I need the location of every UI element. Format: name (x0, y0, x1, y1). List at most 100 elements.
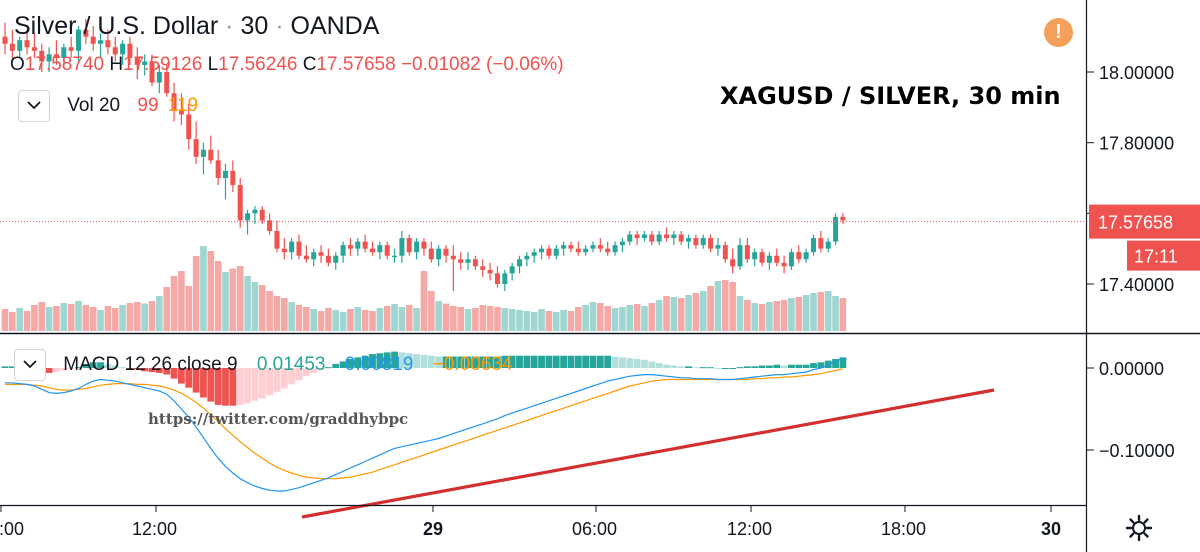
candle-body (517, 259, 522, 267)
macd-histogram-bar (82, 363, 90, 368)
candle-body (605, 248, 611, 253)
candle-body (744, 245, 750, 260)
candle-body (546, 248, 552, 256)
volume-bar (736, 296, 744, 331)
volume-legend: Vol 20 99 119 (14, 90, 198, 122)
chevron-down-icon (23, 360, 37, 369)
volume-bar (722, 280, 729, 331)
volume-bar (317, 311, 325, 331)
macd-histogram-bar (155, 368, 163, 373)
macd-histogram-bar (236, 368, 244, 405)
time-tick-label: 12:00 (132, 519, 177, 539)
macd-histogram-bar (611, 356, 619, 368)
candle-body (561, 245, 567, 249)
macd-histogram-bar (670, 365, 678, 368)
macd-histogram-bar (457, 356, 465, 368)
candle-body (781, 262, 787, 267)
candle-body (539, 248, 545, 253)
volume-bar (589, 302, 597, 331)
volume-bar (23, 311, 31, 331)
macd-collapse-button[interactable] (14, 349, 46, 381)
macd-histogram-bar (427, 355, 435, 368)
macd-histogram-bar (295, 368, 303, 381)
candle-body (590, 245, 596, 249)
candle-body (597, 245, 603, 249)
candle-body (164, 72, 170, 94)
candle-body (641, 234, 647, 239)
volume-bar (611, 308, 619, 331)
volume-bar (354, 307, 362, 331)
candle-body (811, 238, 816, 253)
volume-bar (486, 306, 494, 331)
macd-histogram-bar (530, 355, 538, 368)
macd-histogram-bar (545, 355, 553, 368)
volume-bar (677, 298, 685, 331)
candle-body (333, 255, 339, 263)
macd-histogram-bar (170, 368, 178, 379)
close-label: C (302, 54, 317, 75)
volume-bar (303, 307, 310, 331)
volume-bar (817, 292, 825, 331)
macd-histogram-bar (766, 365, 773, 368)
macd-histogram-bar (8, 366, 16, 368)
volume-bar (89, 307, 97, 331)
candle-body (443, 248, 449, 256)
macd-histogram-bar (383, 352, 391, 368)
volume-bar (655, 300, 663, 331)
volume-bar (347, 309, 354, 331)
candle-body (127, 43, 133, 58)
candle-body (752, 252, 758, 260)
volume-bar (508, 309, 516, 331)
volume-bar (156, 296, 163, 331)
candle-body (818, 238, 824, 249)
candle-body (237, 185, 243, 221)
candle-body (531, 252, 537, 256)
volume-bar (9, 312, 16, 331)
candle-body (428, 248, 434, 260)
candle-body (230, 170, 236, 186)
volume-bar (795, 297, 803, 331)
volume-bar (413, 308, 420, 331)
candle-body (494, 273, 500, 284)
candle-body (693, 238, 699, 246)
candle-body (656, 234, 662, 242)
volume-collapse-button[interactable] (18, 90, 50, 122)
macd-histogram-bar (479, 356, 487, 368)
macd-histogram-bar (795, 364, 803, 368)
price-pane (0, 19, 1085, 292)
volume-bar (692, 293, 700, 331)
macd-histogram-bar (648, 361, 656, 368)
countdown-label: 17:11 (1134, 247, 1178, 267)
macd-histogram-bar (126, 368, 134, 369)
macd-histogram-bar (302, 368, 310, 377)
candle-body (186, 114, 192, 140)
low-value: 17.56246 (218, 54, 298, 75)
candle-body (759, 252, 765, 263)
macd-histogram-bar (391, 351, 398, 368)
candle-body (730, 259, 736, 267)
candle-body (502, 273, 508, 284)
macd-histogram-bar (552, 355, 560, 368)
alert-icon[interactable]: ! (1044, 18, 1073, 47)
candle-body (120, 43, 126, 55)
candle-body (156, 72, 162, 83)
gear-icon[interactable] (1124, 513, 1154, 543)
candle-body (134, 57, 140, 65)
candle-body (583, 248, 589, 253)
candle-body (2, 36, 8, 44)
volume-bar (104, 306, 112, 331)
macd-histogram-bar (707, 367, 714, 369)
candle-body (274, 231, 280, 249)
macd-value: 0.01453 (256, 354, 326, 376)
macd-histogram-bar (178, 368, 185, 384)
candle-body (245, 213, 251, 221)
volume-bar (552, 312, 560, 331)
volume-bar (699, 291, 707, 331)
candle-body (362, 241, 368, 249)
candle-body (619, 241, 625, 246)
price-tick-label: 18.00000 (1099, 63, 1174, 83)
macd-histogram-bar (538, 355, 545, 368)
macd-histogram-bar (60, 368, 68, 371)
